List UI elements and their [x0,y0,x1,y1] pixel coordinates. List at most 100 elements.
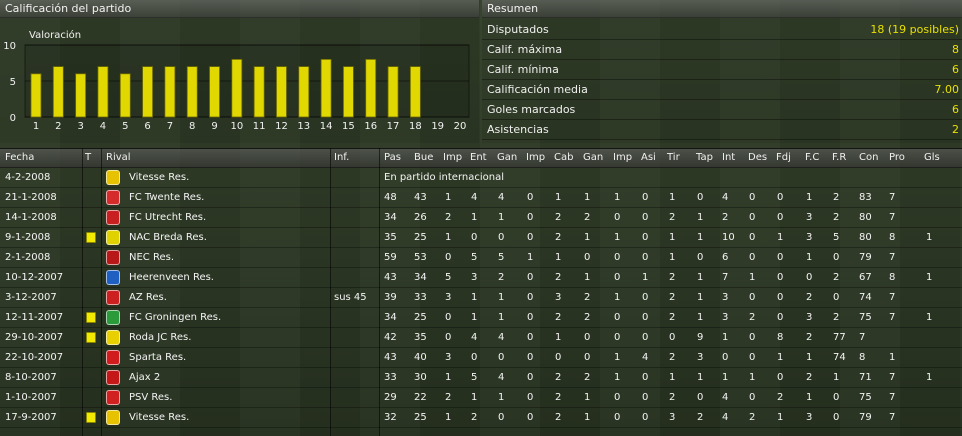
opponent-cell: AZ Res. [129,292,167,303]
table-row[interactable]: 22-10-2007 Sparta Res. 43 40 3 0 0 0 0 0 1 4 2 3 0 0 1 1 7… [0,348,962,368]
stat-cell: 3 [806,232,813,243]
opponent-cell: FC Groningen Res. [129,312,222,323]
column-header[interactable]: Ent [470,152,487,163]
summary-value: 7.00 [934,83,960,96]
column-header[interactable]: Rival [106,152,131,163]
stat-cell: 1 [642,272,649,283]
stat-cell: 0 [614,212,621,223]
stat-cell: 1 [833,372,840,383]
column-header[interactable]: Cab [554,152,574,163]
stat-cell: 7 [859,332,866,343]
stat-cell: 0 [749,192,756,203]
column-header[interactable]: Des [748,152,768,163]
stat-cell: 1 [614,292,621,303]
table-row[interactable]: 10-12-2007 Heerenveen Res. 43 34 5 3 2 0 2 1 0 1 2 1 7… [0,268,962,288]
stat-cell: 0 [642,292,649,303]
stat-cell: 1 [777,412,784,423]
table-row[interactable]: 14-1-2008 FC Utrecht Res. 34 26 2 1 1 0 2 2 0 0 2 1 2 0… [0,208,962,228]
table-row[interactable]: 8-10-2007 Ajax 2 33 30 1 5 4 0 2 2 1 0 1 1 1 1 0 2 1 71 7 1 [0,368,962,388]
table-row[interactable]: 21-1-2008 FC Twente Res. 48 43 1 4 4 0 1 1 1 0 1 0 4 0 0… [0,188,962,208]
table-row[interactable]: 1-10-2007 PSV Res. 29 22 2 1 1 0 2 1 0 0 2 0 4 0 2 1 0 75 7 [0,388,962,408]
stat-cell: 34 [414,272,427,283]
stat-cell: 67 [859,272,872,283]
x-tick-label: 20 [454,121,467,132]
stat-cell: 0 [614,312,621,323]
column-header[interactable]: Tir [667,152,680,163]
stat-cell: 0 [584,252,591,263]
stat-cell: 5 [471,372,478,383]
bar-3 [75,73,87,118]
stat-cell: 0 [642,232,649,243]
stat-cell: 3 [471,272,478,283]
stat-cell: 0 [584,352,591,363]
bar-4 [97,66,109,118]
stat-cell: 0 [471,232,478,243]
column-header[interactable]: F.R [832,152,847,163]
summary-row: Calif. máxima 8 [482,40,962,60]
stat-cell: 1 [614,192,621,203]
stat-cell: 42 [384,332,397,343]
summary-label: Calif. mínima [487,63,559,76]
club-badge-icon [106,350,120,365]
bar-9 [209,66,220,118]
bar-18 [409,66,421,118]
stat-cell: 1 [926,272,933,283]
column-header[interactable]: Imp [613,152,633,163]
table-row[interactable]: 9-1-2008 NAC Breda Res. 35 25 1 0 0 0 2 1 1 0 1 1 10 0 1… [0,228,962,248]
column-header[interactable]: Imp [443,152,463,163]
stat-cell: 1 [669,372,676,383]
column-header[interactable]: Fdj [776,152,791,163]
stat-cell: 7 [889,212,896,223]
table-row[interactable]: 4-2-2008 Vitesse Res. En partido internaci… [0,168,962,188]
stat-cell: 0 [584,332,591,343]
stat-cell: 0 [777,272,784,283]
column-header[interactable]: Asi [641,152,656,163]
column-header[interactable]: Tap [696,152,713,163]
column-header[interactable]: Pas [384,152,401,163]
stat-cell: 2 [584,292,591,303]
stat-cell: 2 [669,312,676,323]
summary-value: 8 [952,43,959,56]
table-row[interactable]: 12-11-2007 FC Groningen Res. 34 25 0 1 1 0 2 2 0 0 2… [0,308,962,328]
column-header[interactable]: Imp [526,152,546,163]
column-header[interactable]: Gls [924,152,940,163]
stat-cell: 3 [445,292,452,303]
stat-cell: 80 [859,212,872,223]
column-header[interactable]: Fecha [5,152,35,163]
stat-cell: 1 [697,212,704,223]
stat-cell: 80 [859,232,872,243]
stat-cell: 0 [527,352,534,363]
stat-cell: 7 [889,312,896,323]
column-divider [101,148,102,436]
column-header[interactable]: Pro [889,152,905,163]
stat-cell: 2 [777,392,784,403]
stat-cell: 1 [471,312,478,323]
stat-cell: 1 [806,252,813,263]
stat-cell: 1 [777,232,784,243]
stat-cell: 0 [445,332,452,343]
column-header[interactable]: Con [859,152,879,163]
table-row[interactable]: 17-9-2007 Vitesse Res. 32 25 1 2 0 0 2 1 0 0 3 2 4 2 1 3 0… [0,408,962,428]
column-header[interactable]: Gan [583,152,604,163]
stat-cell: 0 [777,292,784,303]
stat-cell: 7 [889,192,896,203]
column-header[interactable]: F.C [805,152,820,163]
column-header[interactable]: Int [722,152,736,163]
date-cell: 2-1-2008 [5,252,51,263]
column-header[interactable]: T [85,152,92,163]
column-header[interactable]: Gan [497,152,518,163]
column-header[interactable]: Inf. [334,152,350,163]
stat-cell: 0 [614,252,621,263]
stat-cell: 2 [697,412,704,423]
stat-cell: 2 [584,212,591,223]
table-row[interactable]: 3-12-2007 AZ Res. sus 45 39 33 3 1 1 0 3 2 1 0 2 1 3 0 0 2… [0,288,962,308]
opponent-cell: Sparta Res. [129,352,187,363]
stat-cell: 33 [384,372,397,383]
table-row[interactable]: 2-1-2008 NEC Res. 59 53 0 5 5 1 1 0 0 0 1 0 6 0 0 1 0 79 7 [0,248,962,268]
table-row[interactable]: 29-10-2007 Roda JC Res. 42 35 0 4 4 0 1 0 0 0 0 9 1 0 8 2… [0,328,962,348]
summary-value: 2 [952,123,959,136]
stat-cell: 8 [889,272,896,283]
x-tick-label: 9 [211,121,217,132]
stat-cell: 0 [697,252,704,263]
column-header[interactable]: Bue [414,152,434,163]
